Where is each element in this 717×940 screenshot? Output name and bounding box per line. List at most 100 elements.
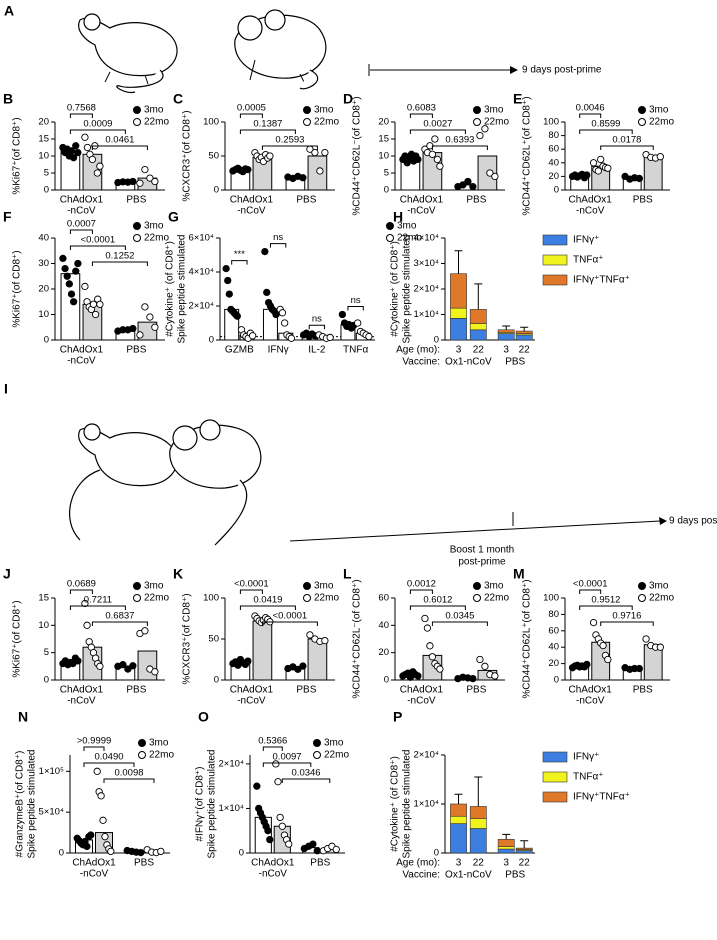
legend-marker: [138, 751, 146, 759]
x-tick-label: -nCoV: [237, 696, 266, 707]
timeline-label: 9 days post-boost: [669, 516, 717, 527]
bar-segment: [450, 318, 467, 341]
comparison-label: 0.7211: [84, 595, 112, 606]
x-tick-label: 3: [503, 345, 509, 356]
legend-marker: [133, 106, 141, 114]
y-axis-label: %Ki67⁺(of CD8⁺): [12, 117, 23, 194]
data-point: [81, 133, 89, 141]
data-point: [436, 162, 444, 170]
data-point: [233, 312, 241, 320]
x-tick-label: PBS: [126, 345, 146, 356]
timeline-arrow: [289, 520, 661, 542]
y-tick-label: 30: [38, 258, 49, 269]
age-label: Age (mo):: [396, 345, 440, 356]
data-point: [72, 142, 80, 150]
data-point: [72, 267, 80, 275]
data-point: [263, 288, 271, 297]
data-point: [469, 674, 477, 683]
x-tick-label: IL-2: [308, 345, 326, 356]
legend-marker: [133, 594, 141, 602]
legend-label: 3mo: [144, 105, 164, 116]
data-point: [81, 282, 89, 291]
x-tick-label: ChAdOx1: [251, 858, 295, 869]
comparison-bracket: [262, 746, 283, 751]
y-tick-label: 20: [38, 117, 49, 128]
bar-segment: [450, 815, 467, 824]
panel-letter: B: [3, 91, 13, 107]
data-point: [354, 319, 362, 327]
data-point: [316, 167, 324, 175]
y-tick-label: 5: [44, 647, 49, 658]
y-tick-label: 0: [554, 675, 559, 686]
data-point: [101, 833, 109, 841]
comparison-label: 0.0009: [83, 119, 112, 130]
comparison-bracket: [579, 113, 602, 118]
data-point: [129, 324, 137, 333]
x-tick-label: PBS: [633, 685, 653, 696]
y-tick-label: 10: [38, 151, 49, 162]
legend-label: 22mo: [144, 117, 169, 128]
bar-segment: [515, 334, 533, 341]
y-tick-label: 1×10⁵: [39, 766, 64, 777]
data-point: [281, 319, 289, 327]
bar-segment: [515, 330, 533, 334]
data-point: [311, 148, 319, 157]
data-point: [146, 313, 154, 321]
error-bar: [520, 326, 529, 332]
data-point: [141, 627, 149, 635]
y-tick-label: 5×10⁴: [39, 807, 64, 818]
data-point: [63, 272, 71, 280]
data-point: [597, 155, 605, 164]
data-point: [222, 264, 230, 273]
comparison-label: ns: [273, 232, 283, 243]
panel-letter: K: [173, 566, 183, 582]
comparison-bracket: [409, 113, 433, 118]
bar-segment: [450, 803, 467, 817]
data-point: [74, 259, 82, 268]
y-tick-label: 20: [548, 658, 559, 669]
bar-segment: [515, 850, 533, 854]
data-point: [83, 143, 92, 152]
legend-marker: [303, 582, 311, 590]
comparison-label: 0.0007: [67, 219, 96, 230]
y-axis-label: %CD44⁺CD62L⁺(of CD8⁺): [522, 96, 533, 215]
comparison-label: ns: [312, 314, 322, 325]
y-axis-label: Spike peptide stimulated: [402, 235, 413, 344]
y-tick-label: 100: [203, 593, 219, 604]
legend-marker: [133, 234, 141, 242]
data-point: [294, 665, 302, 673]
comparison-bracket: [600, 621, 654, 626]
legend-marker: [303, 594, 311, 602]
comparison-bracket: [69, 605, 126, 610]
y-tick-label: 40: [548, 157, 559, 168]
data-point: [141, 165, 149, 174]
y-tick-label: 100: [543, 117, 559, 128]
y-tick-label: 0: [554, 185, 559, 196]
data-point: [74, 148, 82, 157]
data-point: [69, 298, 78, 306]
legend-marker: [638, 118, 646, 126]
y-axis-label: Spike peptide stimulated: [27, 750, 38, 859]
data-point: [141, 303, 149, 311]
data-point: [459, 181, 467, 189]
data-point: [276, 813, 284, 822]
y-tick-label: 4×10⁴: [414, 233, 439, 244]
mouse-young: [69, 423, 178, 541]
comparison-bracket: [409, 605, 466, 610]
panel-letter: D: [343, 91, 353, 107]
comparison-bracket: [239, 113, 263, 118]
y-tick-label: 40: [378, 620, 389, 631]
bar-segment: [497, 333, 515, 341]
legend-label: 3mo: [484, 105, 504, 116]
data-point: [244, 657, 252, 665]
panel-letter: J: [3, 566, 11, 582]
data-point: [248, 332, 257, 340]
data-point: [83, 842, 91, 851]
x-tick-label: PBS: [466, 685, 486, 696]
bar-segment: [469, 828, 487, 854]
comparison-bracket: [239, 589, 263, 594]
legend-label: 3mo: [314, 105, 334, 116]
data-point: [428, 150, 437, 158]
y-tick-label: 60: [548, 625, 559, 636]
panel-letter: H: [393, 209, 403, 225]
